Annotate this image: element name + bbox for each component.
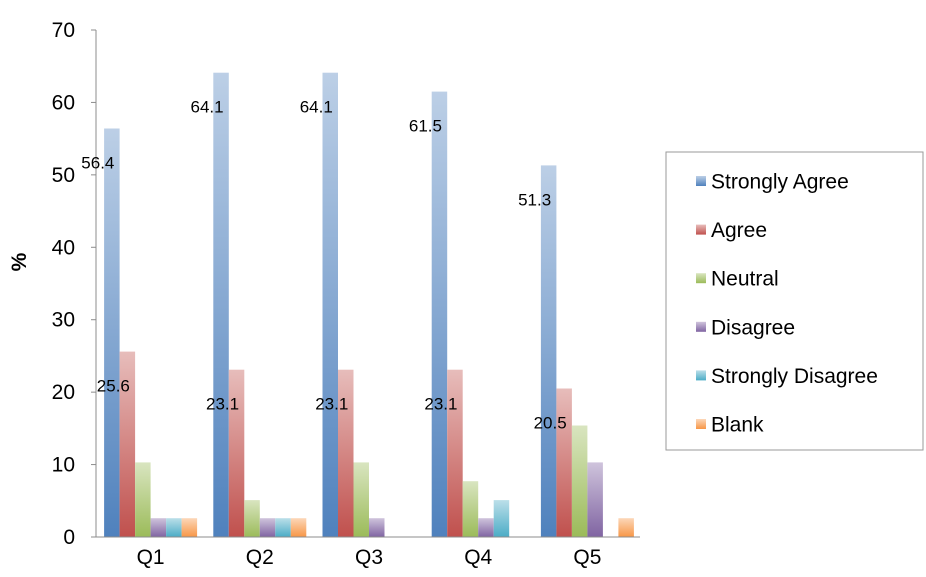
- data-label-agree-q3: 23.1: [315, 395, 348, 414]
- bar-disagree-q5: [587, 462, 603, 537]
- data-label-strongly-agree-q2: 64.1: [191, 98, 224, 117]
- legend-swatch-agree: [696, 224, 706, 235]
- bar-strongly-agree-q2: [213, 72, 229, 537]
- bar-neutral-q3: [353, 462, 369, 537]
- x-tick-label: Q2: [246, 546, 274, 569]
- data-label-strongly-agree-q3: 64.1: [300, 98, 333, 117]
- bar-agree-q4: [447, 369, 463, 537]
- legend-label-disagree: Disagree: [711, 316, 795, 339]
- y-tick-label: 20: [52, 381, 75, 404]
- bar-blank-q2: [290, 518, 307, 537]
- bar-neutral-q5: [571, 425, 588, 537]
- bar-neutral-q4: [462, 481, 479, 537]
- data-label-agree-q5: 20.5: [534, 414, 567, 433]
- bar-strongly-agree-q3: [322, 72, 338, 537]
- x-tick-label: Q4: [464, 546, 492, 569]
- x-tick-label: Q3: [355, 546, 383, 569]
- bar-blank-q5: [618, 518, 634, 537]
- bar-agree-q2: [228, 369, 245, 537]
- y-tick-label: 30: [52, 309, 75, 332]
- data-label-agree-q1: 25.6: [97, 377, 130, 396]
- bar-strongly-agree-q1: [104, 128, 120, 537]
- y-tick-label: 0: [63, 526, 75, 549]
- bar-agree-q3: [338, 369, 354, 537]
- y-axis: 0 10 20 30 40 50 60 70%: [8, 19, 97, 549]
- data-label-agree-q4: 23.1: [424, 395, 457, 414]
- legend-swatch-blank: [696, 419, 706, 429]
- bar-disagree-q1: [150, 518, 167, 537]
- bar-neutral-q1: [135, 462, 151, 537]
- legend-label-agree: Agree: [711, 219, 767, 242]
- y-tick-label: 60: [52, 91, 75, 114]
- data-label-agree-q2: 23.1: [206, 395, 239, 414]
- x-tick-label: Q1: [137, 546, 165, 569]
- y-tick-label: 70: [52, 19, 75, 42]
- legend: Strongly Agree Agree Neutral Disagree Strong…: [665, 151, 924, 451]
- x-axis: Q1 Q2 Q3 Q4 Q5: [96, 536, 640, 569]
- data-label-strongly-agree-q4: 61.5: [409, 117, 442, 136]
- bar-strongly-agree-q4: [431, 91, 448, 537]
- legend-label-blank: Blank: [711, 414, 764, 437]
- bar-blank-q1: [181, 518, 198, 537]
- bar-strongly-disagree-q2: [275, 518, 291, 537]
- legend-box: [665, 151, 924, 451]
- bar-neutral-q2: [244, 500, 260, 537]
- legend-label-neutral: Neutral: [711, 268, 779, 291]
- data-labels: 56.4 64.1 64.1 61.5 51.3 25.6 23.1 23.1 23.1 20.5: [81, 98, 566, 433]
- bar-strongly-disagree-q1: [166, 518, 182, 537]
- bar-strongly-agree-q5: [540, 165, 557, 537]
- data-label-strongly-agree-q5: 51.3: [518, 190, 551, 209]
- legend-swatch-disagree: [696, 321, 706, 332]
- legend-swatch-strongly-disagree: [696, 370, 706, 381]
- legend-label-strongly-disagree: Strongly Disagree: [711, 365, 878, 388]
- y-axis-label: %: [8, 252, 31, 271]
- legend-label-strongly-agree: Strongly Agree: [711, 171, 849, 194]
- bar-disagree-q4: [478, 518, 494, 537]
- bars: [104, 72, 634, 537]
- data-label-strongly-agree-q1: 56.4: [81, 154, 114, 173]
- bar-disagree-q3: [369, 518, 385, 537]
- y-tick-label: 50: [52, 164, 75, 187]
- y-tick-label: 40: [52, 236, 75, 259]
- bar-strongly-disagree-q4: [493, 500, 510, 537]
- bar-agree-q1: [119, 351, 136, 537]
- y-tick-label: 10: [52, 454, 75, 477]
- legend-swatch-strongly-agree: [696, 176, 706, 186]
- x-tick-label: Q5: [573, 546, 601, 569]
- bar-agree-q5: [556, 388, 572, 537]
- bar-disagree-q2: [259, 518, 276, 537]
- legend-swatch-neutral: [696, 273, 706, 284]
